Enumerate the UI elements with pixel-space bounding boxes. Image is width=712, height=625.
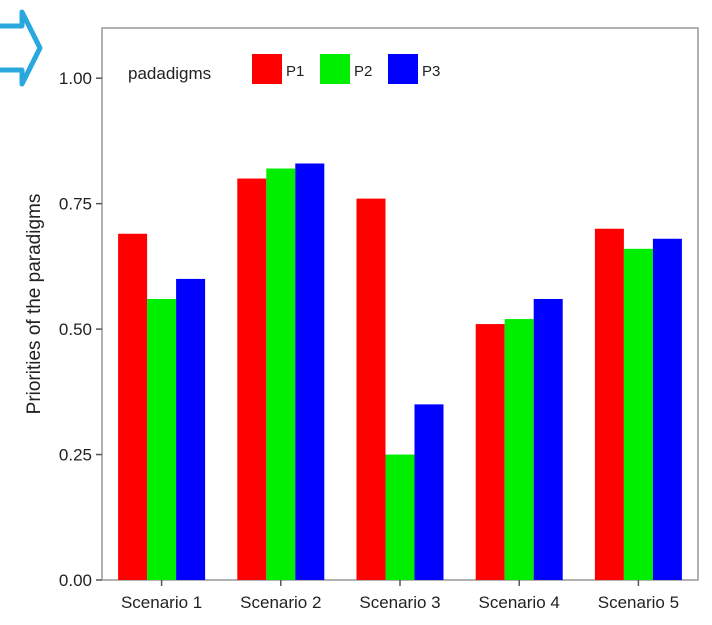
legend-key-p3 bbox=[388, 54, 418, 84]
bar-p2 bbox=[266, 168, 296, 580]
y-tick-label: 1.00 bbox=[59, 69, 92, 88]
x-tick-label: Scenario 1 bbox=[121, 593, 202, 612]
y-tick-label: 0.50 bbox=[59, 320, 92, 339]
y-axis: 0.00 0.25 0.50 0.75 1.00 bbox=[59, 69, 102, 590]
x-tick-label: Scenario 3 bbox=[359, 593, 440, 612]
bar-p3 bbox=[533, 298, 563, 580]
legend-key-p2 bbox=[320, 54, 350, 84]
y-tick-label: 0.00 bbox=[59, 571, 92, 590]
legend-title: padadigms bbox=[128, 64, 211, 83]
arrow-icon bbox=[0, 9, 43, 87]
x-axis: Scenario 1 Scenario 2 Scenario 3 Scenario 4… bbox=[121, 580, 679, 612]
x-tick-label: Scenario 5 bbox=[598, 593, 679, 612]
y-axis-label: Priorities of the paradigms bbox=[24, 194, 45, 415]
bars bbox=[118, 163, 682, 581]
x-tick-label: Scenario 4 bbox=[479, 593, 560, 612]
bar-p3 bbox=[652, 238, 682, 580]
bar-p1 bbox=[594, 228, 624, 580]
bar-p1 bbox=[237, 178, 267, 580]
bar-p1 bbox=[356, 198, 386, 581]
y-tick-label: 0.75 bbox=[59, 195, 92, 214]
bar-p3 bbox=[176, 278, 206, 580]
bar-p2 bbox=[623, 248, 653, 581]
legend: padadigms P1 P2 P3 bbox=[128, 54, 440, 84]
y-tick-label: 0.25 bbox=[59, 446, 92, 465]
legend-key-p1 bbox=[252, 54, 282, 84]
bar-p2 bbox=[504, 319, 534, 580]
legend-label-p1: P1 bbox=[286, 63, 304, 80]
bar-p2 bbox=[385, 454, 415, 580]
bar-p2 bbox=[147, 298, 177, 580]
bar-p1 bbox=[475, 324, 505, 580]
bar-p3 bbox=[295, 163, 325, 580]
bar-p3 bbox=[414, 404, 444, 580]
legend-label-p2: P2 bbox=[354, 63, 372, 80]
legend-label-p3: P3 bbox=[422, 63, 440, 80]
x-tick-label: Scenario 2 bbox=[240, 593, 321, 612]
bar-p1 bbox=[118, 233, 148, 580]
